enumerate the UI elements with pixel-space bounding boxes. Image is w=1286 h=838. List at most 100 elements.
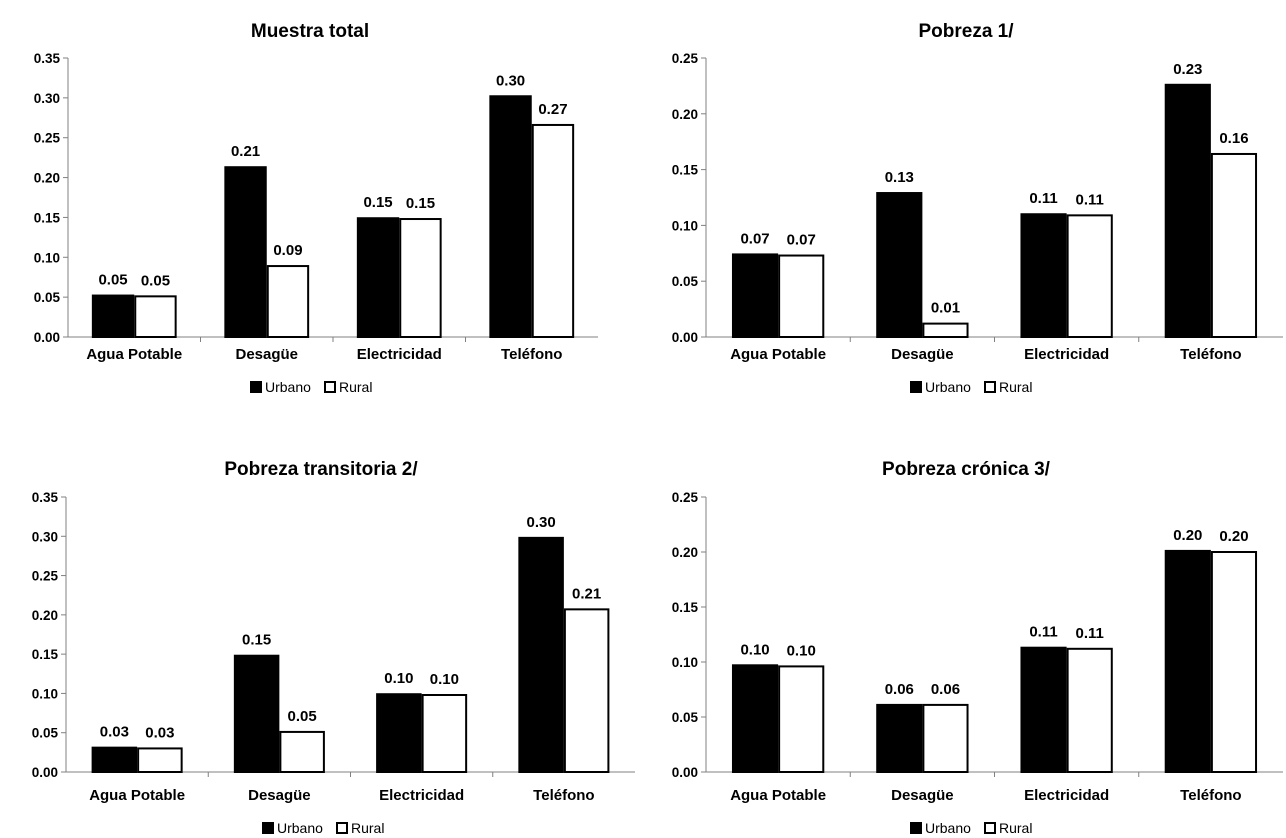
category-label-agua-potable: Agua Potable — [89, 787, 185, 804]
category-label-agua-potable: Agua Potable — [730, 787, 826, 804]
data-label-urbano-desague: 0.13 — [885, 169, 914, 186]
data-label-urbano-telefono: 0.23 — [1173, 61, 1202, 78]
data-label-rural-agua-potable: 0.07 — [787, 232, 816, 249]
y-tick-label: 0.05 — [672, 274, 699, 289]
data-label-rural-telefono: 0.16 — [1219, 130, 1248, 147]
y-tick-label: 0.20 — [672, 545, 698, 560]
chart-panel-pobreza-cronica-3: Pobreza crónica 3/0.00 0.05 0.10 0.15 0.20 0.… — [672, 459, 1283, 836]
data-label-urbano-agua-potable: 0.05 — [98, 272, 127, 289]
category-label-electricidad: Electricidad — [379, 787, 464, 804]
y-tick-label: 0.05 — [672, 710, 699, 725]
data-label-rural-electricidad: 0.11 — [1076, 191, 1104, 208]
bar-rural-desague — [922, 322, 969, 339]
bar-rural-telefono — [1210, 551, 1258, 773]
bar-rural-telefono — [563, 608, 610, 773]
bar-urbano-electricidad — [376, 693, 422, 774]
y-tick-label: 0.00 — [32, 765, 58, 780]
legend: Urbano Rural — [262, 820, 384, 836]
category-label-telefono: Teléfono — [533, 787, 594, 804]
bar-rural-desague — [279, 730, 325, 774]
legend-swatch-urbano — [910, 822, 922, 834]
y-tick-label: 0.25 — [672, 490, 699, 505]
bar-urbano-agua-potable — [91, 746, 138, 774]
category-label-desague: Desagüe — [235, 346, 298, 363]
legend: Urbano Rural — [910, 820, 1032, 836]
chart-title: Muestra total — [251, 21, 369, 42]
data-label-urbano-desague: 0.06 — [885, 681, 914, 698]
data-label-urbano-electricidad: 0.11 — [1029, 624, 1057, 641]
y-tick-label: 0.05 — [32, 726, 59, 741]
bar-urbano-agua-potable — [91, 294, 135, 339]
y-tick-label: 0.25 — [32, 569, 59, 584]
y-tick-label: 0.20 — [32, 608, 58, 623]
legend-swatch-urbano — [262, 822, 274, 834]
y-tick-label: 0.30 — [32, 529, 58, 544]
legend-label-rural: Rural — [999, 820, 1032, 836]
bar-rural-agua-potable — [134, 295, 177, 338]
y-tick-label: 0.25 — [672, 51, 699, 66]
bar-urbano-desague — [224, 166, 267, 338]
chart-title: Pobreza transitoria 2/ — [224, 459, 418, 480]
legend-label-rural: Rural — [339, 379, 372, 395]
y-tick-label: 0.15 — [672, 163, 699, 178]
category-label-telefono: Teléfono — [1180, 787, 1241, 804]
legend-swatch-urbano — [250, 381, 262, 393]
legend-label-urbano: Urbano — [277, 820, 323, 836]
legend-swatch-urbano — [910, 381, 922, 393]
data-label-urbano-telefono: 0.20 — [1173, 527, 1202, 544]
data-label-urbano-telefono: 0.30 — [496, 72, 525, 89]
bar-urbano-agua-potable — [731, 664, 779, 773]
data-label-rural-electricidad: 0.10 — [430, 671, 459, 688]
legend-swatch-rural — [984, 381, 996, 393]
data-label-urbano-agua-potable: 0.07 — [740, 230, 769, 247]
data-label-urbano-agua-potable: 0.03 — [100, 724, 129, 741]
data-label-urbano-agua-potable: 0.10 — [740, 641, 769, 658]
bar-rural-electricidad — [421, 694, 468, 773]
y-tick-label: 0.00 — [672, 330, 698, 345]
chart-panel-pobreza-1: Pobreza 1/0.00 0.05 0.10 0.15 0.20 0.25 0.07 0.… — [672, 21, 1283, 395]
legend: Urbano Rural — [910, 379, 1032, 395]
bar-urbano-electricidad — [1020, 213, 1067, 339]
category-label-telefono: Teléfono — [1180, 346, 1241, 363]
category-label-telefono: Teléfono — [501, 346, 562, 363]
bar-rural-telefono — [1210, 152, 1258, 338]
legend-label-urbano: Urbano — [925, 379, 971, 395]
y-tick-label: 0.15 — [34, 210, 61, 225]
y-tick-label: 0.10 — [34, 250, 60, 265]
category-label-electricidad: Electricidad — [1024, 346, 1109, 363]
y-tick-label: 0.00 — [672, 765, 698, 780]
bar-rural-electricidad — [399, 218, 442, 338]
bar-urbano-agua-potable — [731, 253, 779, 338]
bar-rural-electricidad — [1066, 214, 1113, 338]
legend-swatch-rural — [984, 822, 996, 834]
y-tick-label: 0.05 — [34, 290, 61, 305]
data-label-rural-agua-potable: 0.03 — [145, 724, 174, 741]
data-label-urbano-electricidad: 0.10 — [384, 670, 413, 687]
y-tick-label: 0.00 — [34, 330, 60, 345]
category-label-desague: Desagüe — [891, 787, 954, 804]
category-label-agua-potable: Agua Potable — [730, 346, 826, 363]
data-label-urbano-telefono: 0.30 — [527, 514, 556, 531]
y-tick-label: 0.30 — [34, 91, 60, 106]
data-label-rural-desague: 0.06 — [931, 681, 960, 698]
legend-label-rural: Rural — [351, 820, 384, 836]
category-label-agua-potable: Agua Potable — [86, 346, 182, 363]
legend: Urbano Rural — [250, 379, 372, 395]
chart-title: Pobreza crónica 3/ — [882, 459, 1051, 480]
chart-title: Pobreza 1/ — [918, 21, 1014, 42]
data-label-rural-electricidad: 0.11 — [1076, 625, 1104, 642]
data-label-rural-agua-potable: 0.10 — [787, 642, 816, 659]
bar-urbano-telefono — [1164, 83, 1211, 338]
data-label-rural-telefono: 0.27 — [538, 101, 567, 118]
y-tick-label: 0.20 — [34, 171, 60, 186]
data-label-rural-desague: 0.05 — [288, 708, 317, 725]
bar-urbano-desague — [876, 703, 923, 774]
bar-urbano-electricidad — [1020, 646, 1067, 774]
legend-label-urbano: Urbano — [265, 379, 311, 395]
bar-urbano-electricidad — [356, 217, 400, 338]
y-tick-label: 0.15 — [672, 600, 699, 615]
data-label-rural-desague: 0.01 — [931, 300, 960, 317]
bar-rural-agua-potable — [778, 665, 825, 774]
category-label-desague: Desagüe — [891, 346, 954, 363]
